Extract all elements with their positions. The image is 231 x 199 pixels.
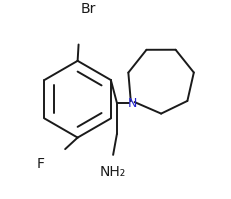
Text: F: F [36,157,44,171]
Text: NH₂: NH₂ [100,165,126,179]
Text: Br: Br [80,2,95,16]
Text: N: N [127,97,137,110]
